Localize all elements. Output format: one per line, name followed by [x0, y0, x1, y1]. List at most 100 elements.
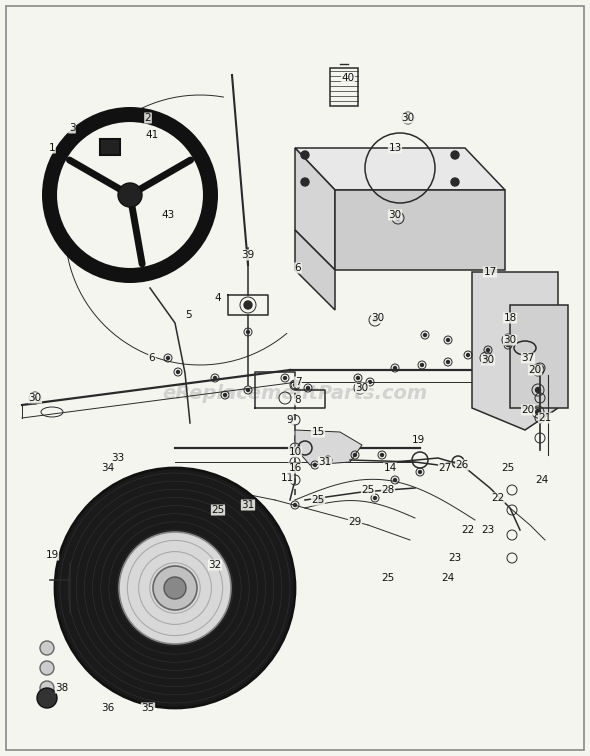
Text: 30: 30 — [388, 210, 402, 220]
Circle shape — [451, 151, 459, 159]
Circle shape — [506, 343, 510, 346]
Text: 40: 40 — [342, 73, 355, 83]
Text: 20: 20 — [529, 365, 542, 375]
Text: 2: 2 — [145, 113, 151, 123]
Circle shape — [447, 361, 450, 364]
Circle shape — [244, 301, 252, 309]
Circle shape — [353, 454, 356, 457]
Circle shape — [55, 468, 295, 708]
Text: 35: 35 — [142, 703, 155, 713]
Circle shape — [224, 394, 227, 396]
Text: 27: 27 — [438, 463, 451, 473]
Text: 19: 19 — [45, 550, 58, 560]
Text: 30: 30 — [481, 355, 494, 365]
Circle shape — [418, 470, 421, 473]
Text: 11: 11 — [280, 473, 294, 483]
Circle shape — [301, 178, 309, 186]
Circle shape — [326, 458, 329, 461]
Text: 6: 6 — [294, 263, 301, 273]
Circle shape — [293, 383, 297, 386]
Circle shape — [214, 376, 217, 380]
Circle shape — [166, 357, 169, 360]
Text: 18: 18 — [503, 313, 517, 323]
Text: 34: 34 — [101, 463, 114, 473]
Text: 30: 30 — [401, 113, 415, 123]
Circle shape — [487, 349, 490, 352]
Circle shape — [319, 498, 322, 501]
Circle shape — [306, 386, 310, 389]
Text: 23: 23 — [448, 553, 461, 563]
Circle shape — [447, 339, 450, 342]
Polygon shape — [510, 305, 568, 408]
Text: 17: 17 — [483, 267, 497, 277]
Circle shape — [358, 386, 362, 390]
Polygon shape — [335, 190, 505, 270]
Circle shape — [373, 497, 376, 500]
Circle shape — [119, 532, 231, 644]
Text: 24: 24 — [441, 573, 455, 583]
Text: 13: 13 — [388, 143, 402, 153]
Circle shape — [424, 333, 427, 336]
Text: 8: 8 — [294, 395, 301, 405]
Text: 30: 30 — [28, 393, 41, 403]
Circle shape — [356, 376, 359, 380]
Polygon shape — [295, 148, 335, 270]
Polygon shape — [295, 148, 505, 190]
Circle shape — [369, 380, 372, 383]
Text: 3: 3 — [68, 123, 76, 133]
Circle shape — [467, 354, 470, 357]
Text: 36: 36 — [101, 703, 114, 713]
Circle shape — [394, 479, 396, 482]
Circle shape — [381, 454, 384, 457]
Text: 14: 14 — [384, 463, 396, 473]
Text: 23: 23 — [481, 525, 494, 535]
Circle shape — [42, 107, 218, 283]
Text: 19: 19 — [411, 435, 425, 445]
Text: 28: 28 — [381, 485, 395, 495]
Bar — [100, 139, 120, 155]
Circle shape — [40, 681, 54, 695]
Text: 5: 5 — [185, 310, 191, 320]
Circle shape — [247, 330, 250, 333]
Text: 10: 10 — [289, 447, 301, 457]
Text: 38: 38 — [55, 683, 68, 693]
Text: 22: 22 — [491, 493, 504, 503]
Circle shape — [164, 577, 186, 599]
Text: 25: 25 — [361, 485, 375, 495]
Text: 31: 31 — [319, 457, 332, 467]
Text: 25: 25 — [211, 505, 225, 515]
Text: 30: 30 — [355, 383, 369, 393]
Circle shape — [396, 216, 400, 220]
Circle shape — [153, 566, 197, 610]
Polygon shape — [295, 430, 362, 465]
Circle shape — [40, 661, 54, 675]
Polygon shape — [472, 272, 558, 430]
Text: 4: 4 — [215, 293, 221, 303]
Text: 22: 22 — [461, 525, 474, 535]
Text: 41: 41 — [145, 130, 159, 140]
Circle shape — [451, 178, 459, 186]
Text: 1: 1 — [49, 143, 55, 153]
Circle shape — [293, 503, 297, 507]
Text: 30: 30 — [503, 335, 517, 345]
Circle shape — [40, 641, 54, 655]
Circle shape — [33, 396, 37, 400]
Circle shape — [536, 367, 540, 373]
Text: 15: 15 — [312, 427, 325, 437]
Text: eReplacementParts.com: eReplacementParts.com — [162, 383, 428, 403]
Circle shape — [301, 151, 309, 159]
Circle shape — [118, 183, 142, 207]
Text: 6: 6 — [149, 353, 155, 363]
Text: 43: 43 — [162, 210, 175, 220]
Text: 9: 9 — [287, 415, 293, 425]
Circle shape — [176, 370, 179, 373]
Circle shape — [484, 356, 488, 360]
Text: 33: 33 — [112, 453, 124, 463]
Circle shape — [313, 463, 316, 466]
Text: 37: 37 — [522, 353, 535, 363]
Text: 31: 31 — [241, 500, 255, 510]
Text: 25: 25 — [381, 573, 395, 583]
Circle shape — [394, 367, 396, 370]
Text: 16: 16 — [289, 463, 301, 473]
Bar — [330, 68, 358, 106]
